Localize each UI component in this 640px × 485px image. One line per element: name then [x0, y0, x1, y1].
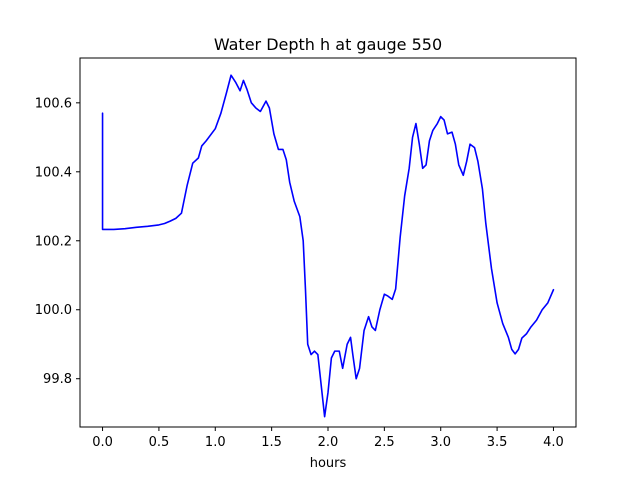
plot-area	[80, 58, 576, 427]
x-tick-label: 1.5	[261, 435, 282, 450]
x-tick-label: 1.0	[205, 435, 226, 450]
y-tick-label: 99.8	[43, 372, 72, 387]
y-axis-ticks: 99.8 100.0 100.2 100.4 100.6	[35, 96, 80, 387]
plot-frame	[79, 57, 577, 428]
x-tick-label: 4.0	[543, 435, 564, 450]
series-line-0	[101, 74, 555, 418]
data-layer	[101, 74, 555, 418]
x-tick-label: 3.0	[430, 435, 451, 450]
x-tick-label: 0.5	[149, 435, 170, 450]
x-tick-label: 3.5	[487, 435, 508, 450]
x-axis-label: hours	[310, 456, 347, 471]
x-tick-label: 2.0	[318, 435, 339, 450]
x-axis-ticks: 0.0 0.5 1.0 1.5 2.0 2.5 3.0 3.5 4.0	[92, 427, 564, 450]
x-tick-label: 2.5	[374, 435, 395, 450]
x-tick-label: 0.0	[92, 435, 113, 450]
y-tick-label: 100.2	[35, 234, 72, 249]
chart-title: Water Depth h at gauge 550	[214, 35, 442, 54]
y-tick-label: 100.6	[35, 96, 72, 111]
y-tick-label: 100.4	[35, 165, 72, 180]
y-tick-label: 100.0	[35, 303, 72, 318]
